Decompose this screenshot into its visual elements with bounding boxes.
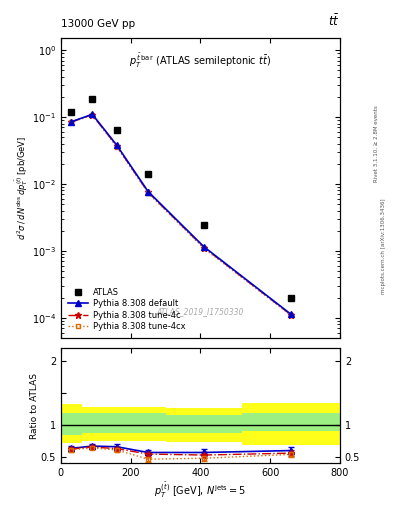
- X-axis label: $p^{(\bar{t})}_T$ [GeV], $N^\mathrm{jets}=5$: $p^{(\bar{t})}_T$ [GeV], $N^\mathrm{jets…: [154, 481, 246, 500]
- Line: ATLAS: ATLAS: [68, 96, 294, 301]
- ATLAS: [146, 171, 151, 177]
- Pythia 8.308 tune-4cx: [289, 312, 294, 318]
- Legend: ATLAS, Pythia 8.308 default, Pythia 8.308 tune-4c, Pythia 8.308 tune-4cx: ATLAS, Pythia 8.308 default, Pythia 8.30…: [65, 285, 188, 334]
- Pythia 8.308 tune-4c: [114, 143, 119, 149]
- Pythia 8.308 default: [289, 311, 294, 317]
- Pythia 8.308 tune-4c: [146, 189, 151, 196]
- Pythia 8.308 tune-4cx: [202, 245, 206, 251]
- ATLAS: [202, 222, 206, 228]
- Pythia 8.308 tune-4cx: [90, 112, 95, 118]
- Pythia 8.308 tune-4cx: [69, 119, 74, 125]
- Text: Rivet 3.1.10, ≥ 2.8M events: Rivet 3.1.10, ≥ 2.8M events: [374, 105, 379, 182]
- Y-axis label: Ratio to ATLAS: Ratio to ATLAS: [30, 373, 39, 439]
- Y-axis label: $d^2\sigma\,/\,dN^\mathrm{obs}\,dp^{(\bar{t})}_T\;\mathrm{[pb/GeV]}$: $d^2\sigma\,/\,dN^\mathrm{obs}\,dp^{(\ba…: [14, 136, 31, 240]
- Pythia 8.308 tune-4cx: [146, 190, 151, 196]
- Pythia 8.308 tune-4cx: [114, 144, 119, 150]
- Line: Pythia 8.308 tune-4cx: Pythia 8.308 tune-4cx: [69, 113, 294, 318]
- Pythia 8.308 default: [90, 111, 95, 117]
- Pythia 8.308 default: [202, 244, 206, 250]
- ATLAS: [114, 126, 119, 133]
- Text: $p_T^{\,\bar{t}\,\mathrm{bar}}$ (ATLAS semileptonic $t\bar{t}$): $p_T^{\,\bar{t}\,\mathrm{bar}}$ (ATLAS s…: [129, 52, 272, 70]
- Pythia 8.308 tune-4c: [69, 119, 74, 125]
- Line: Pythia 8.308 default: Pythia 8.308 default: [69, 112, 294, 317]
- Text: 13000 GeV pp: 13000 GeV pp: [61, 19, 135, 29]
- Pythia 8.308 default: [114, 142, 119, 148]
- Line: Pythia 8.308 tune-4c: Pythia 8.308 tune-4c: [68, 111, 295, 318]
- Text: $t\bar{t}$: $t\bar{t}$: [329, 14, 340, 29]
- ATLAS: [90, 96, 95, 102]
- Text: mcplots.cern.ch [arXiv:1306.3436]: mcplots.cern.ch [arXiv:1306.3436]: [381, 198, 386, 293]
- Pythia 8.308 tune-4c: [289, 312, 294, 318]
- Text: ATLAS_2019_I1750330: ATLAS_2019_I1750330: [157, 307, 244, 316]
- Pythia 8.308 tune-4c: [202, 244, 206, 250]
- Pythia 8.308 default: [69, 119, 74, 125]
- Pythia 8.308 default: [146, 188, 151, 195]
- ATLAS: [69, 109, 74, 115]
- ATLAS: [289, 294, 294, 301]
- Pythia 8.308 tune-4c: [90, 112, 95, 118]
